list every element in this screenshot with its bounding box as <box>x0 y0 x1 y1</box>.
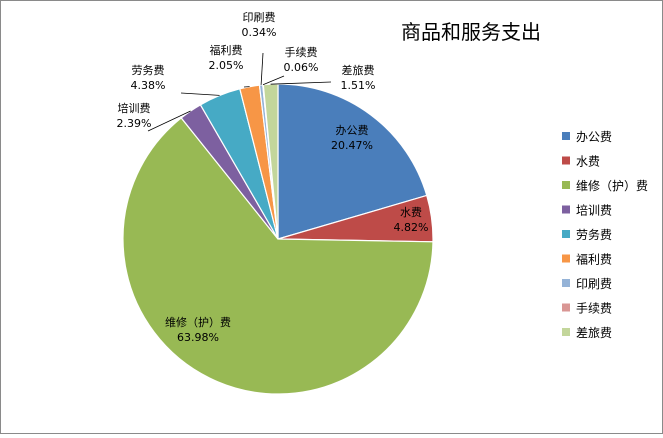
legend-swatch-7 <box>562 304 570 312</box>
slice-label-3: 培训费 <box>118 101 151 115</box>
slice-value-5: 2.05% <box>209 59 244 72</box>
legend-swatch-6 <box>562 279 570 287</box>
slice-value-6: 0.34% <box>242 26 277 39</box>
legend-swatch-5 <box>562 255 570 263</box>
slice-value-1: 4.82% <box>394 221 429 234</box>
leader-line-4 <box>181 93 220 95</box>
slice-value-2: 63.98% <box>177 331 219 344</box>
legend-swatch-2 <box>562 181 570 189</box>
legend-swatch-8 <box>562 328 570 336</box>
legend-swatch-4 <box>562 230 570 238</box>
slice-label-8: 差旅费 <box>342 63 375 77</box>
legend-label-7: 手续费 <box>576 302 612 316</box>
legend-label-3: 培训费 <box>576 203 612 218</box>
legend-label-5: 福利费 <box>576 252 612 267</box>
legend-label-0: 办公费 <box>576 129 612 144</box>
legend-label-2: 维修（护）费 <box>576 178 648 193</box>
leader-line-7 <box>263 76 284 85</box>
leader-line-8 <box>271 82 331 84</box>
slice-value-0: 20.47% <box>331 139 373 152</box>
legend-swatch-0 <box>562 132 570 140</box>
slice-label-4: 劳务费 <box>132 64 165 77</box>
legend-swatch-3 <box>562 206 570 214</box>
slice-label-1: 水费 <box>400 206 422 219</box>
slice-label-0: 办公费 <box>336 124 369 137</box>
slice-label-6: 印刷费 <box>243 11 276 24</box>
legend-label-1: 水费 <box>576 155 600 169</box>
slice-label-2: 维修（护）费 <box>165 315 231 329</box>
slice-value-7: 0.06% <box>284 61 319 74</box>
slice-label-5: 福利费 <box>210 43 243 57</box>
slice-value-4: 4.38% <box>131 79 166 92</box>
slice-value-8: 1.51% <box>341 79 376 92</box>
chart-title: 商品和服务支出 <box>401 20 541 44</box>
leader-line-6 <box>261 53 263 85</box>
legend-label-8: 差旅费 <box>576 326 612 340</box>
legend-label-6: 印刷费 <box>576 277 612 291</box>
slice-label-7: 手续费 <box>285 45 318 59</box>
pie-slices <box>123 84 433 394</box>
legend-swatch-1 <box>562 157 570 165</box>
legend-label-4: 劳务费 <box>576 227 612 242</box>
slice-value-3: 2.39% <box>117 117 152 130</box>
